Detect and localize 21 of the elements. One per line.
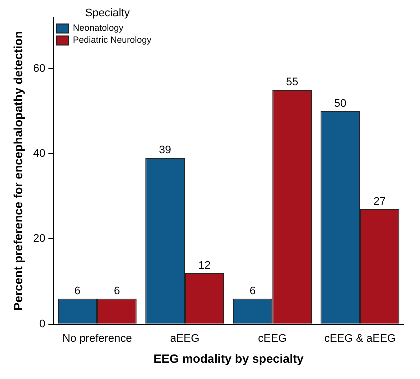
y-tick-label: 60 — [33, 62, 46, 75]
data-label: 50 — [334, 98, 347, 110]
data-label: 6 — [74, 285, 81, 298]
x-tick-label: cEEG & aEEG — [324, 333, 396, 346]
y-tick-label: 40 — [33, 148, 46, 160]
data-label: 27 — [374, 196, 386, 208]
x-tick-label: aEEG — [170, 333, 200, 346]
data-label: 6 — [114, 285, 120, 298]
data-label: 12 — [198, 260, 211, 272]
y-tick-label: 20 — [33, 233, 46, 246]
data-label: 6 — [250, 285, 256, 298]
data-label: 39 — [159, 144, 172, 157]
legend-label: Pediatric Neurology — [73, 35, 152, 46]
x-tick-label: cEEG — [258, 333, 287, 346]
data-label: 55 — [286, 76, 298, 89]
x-axis-title: EEG modality by specialty — [154, 352, 304, 366]
legend-title: Specialty — [85, 8, 130, 20]
x-tick-label: No preference — [62, 333, 132, 346]
y-axis-title: Percent preference for encephalopathy detection — [12, 31, 26, 311]
y-tick-label: 0 — [40, 318, 46, 330]
legend-label: Neonatology — [73, 23, 124, 34]
